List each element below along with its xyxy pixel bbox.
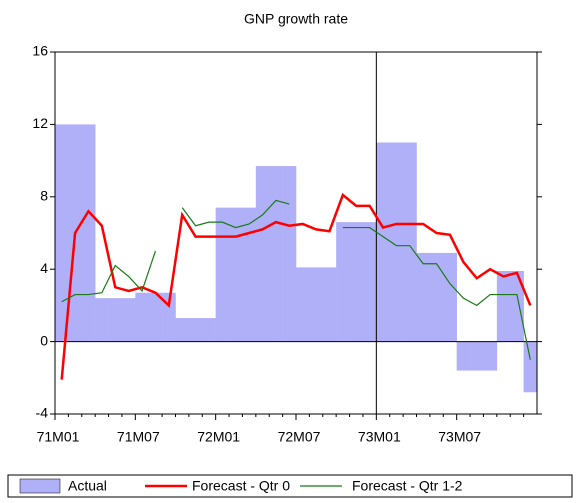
bar [215,207,230,342]
bar [376,142,391,342]
bar [416,252,431,342]
bar [121,298,136,342]
bar [148,292,163,342]
y-tick-label: -4 [36,405,49,421]
bar [269,166,283,342]
bar [202,318,216,342]
bar [255,166,270,342]
bar [349,222,364,342]
bar [188,318,203,342]
bar [175,318,190,342]
bar [55,124,69,342]
bar [135,292,150,342]
legend-label: Forecast - Qtr 0 [192,478,290,494]
legend-box [7,474,573,498]
bar [322,267,337,342]
bar [429,252,444,342]
bar [510,271,524,342]
bar [296,267,310,342]
line-series [181,199,290,229]
chart-title: GNP growth rate [244,11,348,27]
bar [336,222,350,342]
bar [483,341,498,371]
y-tick-label: 8 [40,188,48,204]
legend-swatch [19,478,61,494]
legend-label: Forecast - Qtr 1-2 [352,478,463,494]
bar [443,252,457,342]
x-tick-label: 73M07 [438,429,481,445]
bar [81,124,96,342]
bar [229,207,243,342]
line-series [342,226,531,360]
bar [403,142,417,342]
line-series [61,250,156,303]
x-tick-label: 72M07 [278,429,321,445]
x-tick-label: 71M01 [37,429,80,445]
bar [496,271,511,342]
bar [242,207,257,342]
bar [470,341,484,371]
bar [389,142,404,342]
bar [162,292,176,342]
bar [456,341,471,371]
bar [309,267,324,342]
bar [523,341,538,393]
y-tick-label: 16 [32,43,48,59]
x-tick-label: 73M01 [358,429,401,445]
x-tick-label: 72M01 [197,429,240,445]
bar [108,298,123,342]
bar [362,222,377,342]
bar [282,166,297,342]
bar [95,298,109,342]
x-tick-label: 71M07 [117,429,160,445]
y-tick-label: 0 [40,332,48,348]
y-tick-label: 12 [32,115,48,131]
y-tick-label: 4 [40,260,48,276]
legend-label: Actual [68,478,107,494]
